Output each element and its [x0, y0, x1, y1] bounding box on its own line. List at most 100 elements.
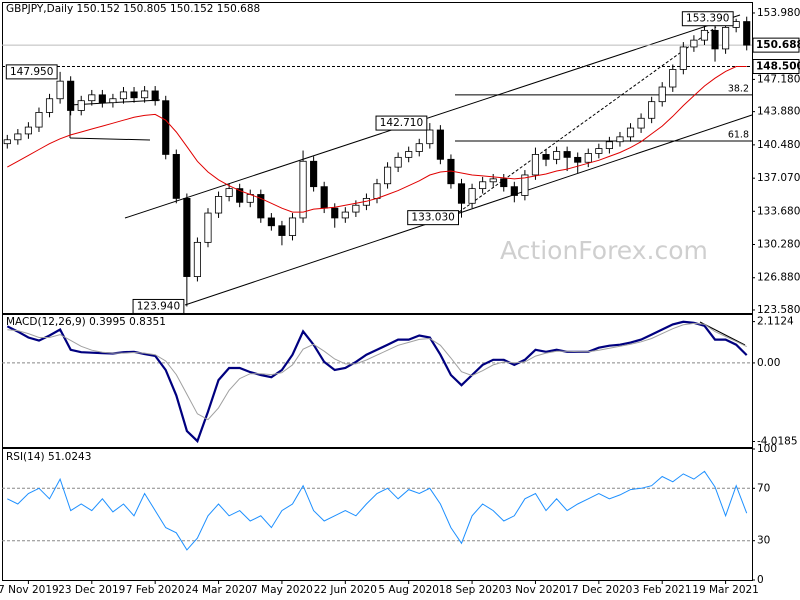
candle-body: [331, 207, 339, 219]
candle-body: [193, 241, 201, 277]
candle-body: [288, 217, 297, 236]
y-tick-label: 2.1124: [757, 316, 794, 328]
channel-lower: [184, 114, 753, 306]
candle-body: [267, 217, 275, 227]
candle-body: [405, 151, 413, 158]
candle-body: [56, 80, 64, 100]
price-box-label: 150.688: [756, 39, 800, 51]
annotation-box: [681, 11, 734, 27]
price-panel-frame: [2, 2, 753, 314]
x-tick-label: 3 Feb 2021: [633, 584, 692, 596]
candle-body: [510, 186, 518, 196]
candle-body: [584, 153, 592, 163]
candle-body: [521, 174, 529, 196]
y-tick-label: 130.280: [757, 239, 800, 251]
candle-body: [341, 211, 349, 219]
macd-title: MACD(12,26,9) 0.3995 0.8351: [6, 316, 166, 328]
candle-body: [67, 80, 75, 111]
candle-body: [648, 101, 656, 119]
y-tick-label: 30: [757, 535, 770, 547]
candle-body: [669, 69, 677, 88]
candle-body: [24, 126, 32, 135]
series-line: [6, 320, 748, 444]
candle-body: [595, 148, 603, 154]
annotation-box: [5, 64, 58, 80]
moving-average: [7, 66, 747, 213]
candle-body: [743, 21, 751, 46]
candle-body: [172, 154, 180, 199]
candle-body: [109, 98, 117, 104]
y-tick-label: 140.480: [757, 139, 800, 151]
candle-body: [299, 160, 307, 219]
x-tick-label: 7 Nov 2019: [0, 584, 59, 596]
x-tick-label: 3 Nov 2020: [505, 584, 566, 596]
candle-body: [679, 46, 687, 70]
x-tick-label: 24 Mar 2020: [185, 584, 252, 596]
fib-label: 61.8: [728, 129, 749, 140]
candle-body: [310, 160, 318, 188]
annotation-box: [375, 115, 428, 131]
y-tick-label: 133.680: [757, 205, 800, 217]
candle-body: [658, 86, 666, 103]
x-tick-label: 7 Feb 2020: [126, 584, 185, 596]
candle-body: [320, 186, 328, 209]
x-tick-label: 17 Dec 2020: [565, 584, 632, 596]
annotation-box: [407, 210, 460, 226]
channel-upper: [124, 14, 741, 219]
annotation-label: 142.710: [380, 117, 423, 129]
candle-body: [183, 197, 191, 277]
candle-body: [605, 141, 613, 149]
candle-body: [225, 188, 233, 197]
candle-body: [616, 136, 624, 143]
candle-body: [214, 196, 223, 214]
candle-body: [531, 154, 540, 176]
candle-body: [426, 129, 434, 145]
candle-body: [14, 133, 22, 141]
candle-body: [98, 94, 106, 104]
candle-body: [711, 29, 719, 50]
candle-body: [141, 90, 149, 99]
x-tick-label: 19 Mar 2021: [692, 584, 759, 596]
price-box: [752, 59, 800, 75]
y-tick-label: 153.980: [757, 7, 800, 19]
candle-body: [352, 204, 360, 213]
candle-body: [35, 112, 43, 128]
candle-body: [479, 181, 487, 190]
chart-title: GBPJPY,Daily 150.152 150.805 150.152 150…: [6, 3, 260, 15]
candle-body: [457, 183, 466, 204]
candle-body: [436, 129, 444, 160]
range-lower: [69, 137, 151, 141]
candle-body: [700, 29, 709, 41]
price-box: [752, 37, 800, 53]
y-tick-label: 143.880: [757, 106, 800, 118]
candle-body: [88, 94, 96, 102]
macd-panel-frame: [2, 314, 753, 448]
candle-body: [626, 127, 635, 138]
candle-body: [77, 100, 85, 111]
y-tick-label: 123.580: [757, 304, 800, 316]
candle-body: [383, 166, 392, 185]
annotation-box: [132, 298, 185, 314]
candle-body: [500, 178, 508, 188]
price-box-label: 148.500: [756, 61, 800, 73]
candle-body: [563, 151, 571, 158]
x-tick-label: 5 Aug 2020: [378, 584, 439, 596]
rsi-panel-frame: [2, 448, 753, 581]
candle-body: [3, 139, 11, 145]
y-tick-label: -4.0185: [757, 435, 798, 447]
y-tick-label: 147.180: [757, 73, 800, 85]
annotation-label: 153.390: [686, 13, 729, 25]
candle-body: [373, 183, 381, 199]
candle-body: [690, 39, 698, 48]
candle-body: [45, 98, 54, 113]
candle-body: [542, 154, 550, 160]
x-tick-label: 23 Dec 2019: [58, 584, 125, 596]
candle-body: [119, 91, 128, 100]
candle-body: [722, 27, 730, 50]
candle-body: [489, 178, 497, 183]
candle-body: [151, 90, 159, 102]
annotation-label: 147.950: [10, 66, 53, 78]
candle-body: [130, 91, 138, 99]
